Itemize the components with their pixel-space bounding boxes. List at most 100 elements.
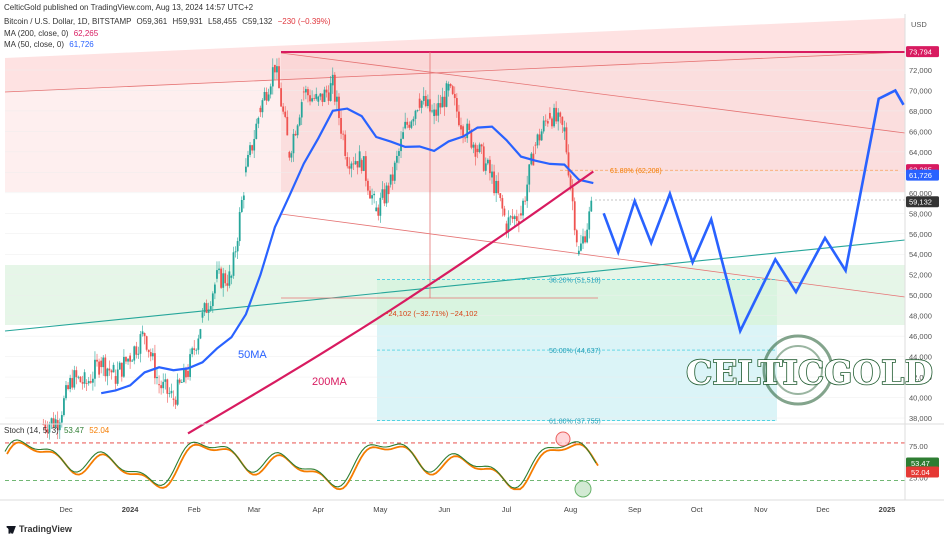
x-tick-label: Aug xyxy=(564,505,577,514)
candle-body xyxy=(245,166,247,173)
candle-body xyxy=(393,162,396,181)
candle-body xyxy=(404,121,407,129)
candle-body xyxy=(257,117,260,124)
candle-body xyxy=(236,241,239,252)
candle-body xyxy=(493,171,495,194)
candle-body xyxy=(127,358,129,362)
candle-body xyxy=(412,118,415,122)
candle-body xyxy=(567,152,570,176)
candle-body xyxy=(561,116,564,125)
x-tick-label: Mar xyxy=(248,505,261,514)
price-badge-label: 59,132 xyxy=(909,198,932,207)
candle-body xyxy=(575,230,578,243)
candle-body xyxy=(282,106,285,112)
price-badge-label: 61,726 xyxy=(909,171,932,180)
candle-body xyxy=(168,393,171,395)
stoch-legend[interactable]: Stoch (14, 5, 3) 53.47 52.04 xyxy=(4,426,109,435)
candle-body xyxy=(104,357,107,377)
candle-body xyxy=(116,369,119,384)
candle-body xyxy=(379,197,382,216)
candle-body xyxy=(371,195,373,199)
candle-body xyxy=(50,418,53,425)
candle-body xyxy=(524,200,526,202)
candle-body xyxy=(100,360,103,368)
ma200-legend[interactable]: MA (200, close, 0) 62,265 xyxy=(4,29,98,38)
x-tick-label: Feb xyxy=(188,505,201,514)
candle-body xyxy=(273,64,276,73)
candle-body xyxy=(367,180,369,191)
symbol-name: Bitcoin / U.S. Dollar, 1D, BITSTAMP xyxy=(4,17,132,26)
candle-body xyxy=(75,370,78,378)
candle-body xyxy=(313,98,316,100)
candle-body xyxy=(209,306,212,310)
background-zones xyxy=(5,18,905,421)
range-highlight xyxy=(281,52,905,192)
candle-body xyxy=(544,120,547,122)
candle-body xyxy=(375,207,378,212)
candle-body xyxy=(553,107,555,127)
candle-body xyxy=(429,99,431,112)
candle-body xyxy=(286,116,289,136)
candle-body xyxy=(416,110,419,111)
candle-body xyxy=(79,376,82,383)
logo-wordmark: CELTICGOLD xyxy=(686,353,933,392)
candle-body xyxy=(311,98,313,102)
ma50-legend[interactable]: MA (50, close, 0) 61,726 xyxy=(4,40,94,49)
candle-body xyxy=(151,353,154,357)
fib-level-label: 38.20% (51,518) xyxy=(549,278,601,285)
candle-body xyxy=(590,200,593,212)
candle-body xyxy=(288,151,291,158)
candle-body xyxy=(201,312,204,318)
candle-body xyxy=(526,184,529,202)
candle-body xyxy=(333,74,336,102)
candle-body xyxy=(549,112,551,119)
candle-body xyxy=(582,236,584,244)
candle-body xyxy=(418,98,421,108)
candle-body xyxy=(534,144,537,146)
candle-body xyxy=(577,250,580,255)
candle-body xyxy=(135,346,138,355)
stoch-value-badge xyxy=(906,466,939,478)
candle-body xyxy=(474,144,477,157)
stoch-label: Stoch (14, 5, 3) xyxy=(4,426,59,435)
stoch-tick-label: 25.00 xyxy=(909,473,928,482)
candle-body xyxy=(555,107,558,122)
candle-body xyxy=(54,419,57,428)
candle-body xyxy=(259,107,262,113)
candle-body xyxy=(251,145,254,151)
candle-body xyxy=(389,174,392,185)
candle-body xyxy=(174,399,177,405)
candle-body xyxy=(81,382,84,384)
upper-pink-zone xyxy=(5,52,905,192)
tradingview-footer[interactable]: TradingView xyxy=(6,524,72,534)
candle-body xyxy=(60,415,63,423)
candle-body xyxy=(522,200,524,216)
candle-body xyxy=(307,89,309,96)
stoch-d-value: 52.04 xyxy=(89,426,110,435)
candle-body xyxy=(373,193,376,196)
y-tick-label: 48,000 xyxy=(909,312,932,321)
candle-body xyxy=(280,88,282,107)
candle-body xyxy=(486,159,489,164)
candle-body xyxy=(158,384,160,386)
candle-body xyxy=(377,207,380,216)
candle-body xyxy=(253,138,256,151)
y-tick-label: 70,000 xyxy=(909,86,932,95)
candle-body xyxy=(563,127,566,132)
candle-body xyxy=(296,125,299,136)
ma200-value: 62,265 xyxy=(73,29,99,38)
candle-body xyxy=(129,355,132,362)
candle-body xyxy=(224,273,227,284)
candle-body xyxy=(102,357,105,368)
candle-body xyxy=(304,89,307,93)
candle-body xyxy=(94,359,96,379)
candle-body xyxy=(528,164,531,185)
candle-body xyxy=(480,144,483,147)
candle-body xyxy=(232,252,235,276)
candle-body xyxy=(205,303,208,313)
candle-body xyxy=(557,112,560,122)
candle-body xyxy=(162,381,165,389)
candle-body xyxy=(449,84,452,87)
